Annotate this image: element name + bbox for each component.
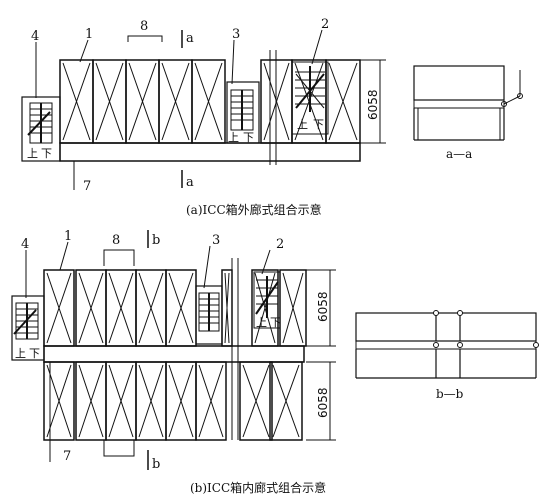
figure-b-plan: 上 下 上 下 b b	[11, 229, 336, 472]
section-mark-bottom-b: b	[152, 457, 160, 472]
stair-up-label-2: 上	[228, 131, 239, 144]
container-bay	[59, 59, 94, 144]
container-bay	[75, 269, 107, 347]
stair-down-label-2: 下	[243, 131, 254, 144]
section-mark-bottom-a: a	[186, 175, 194, 190]
callout-7-a: 7	[83, 179, 91, 194]
callout-2-b: 2	[276, 237, 284, 252]
stair-up-label-3: 上	[297, 118, 308, 131]
stair-left-a	[21, 96, 61, 162]
corridor-a	[59, 142, 361, 162]
callout-1-a: 1	[85, 27, 93, 42]
stair-down-label-b2: 下	[270, 316, 281, 329]
dimension-label-b-top: 6058	[316, 291, 330, 322]
section-view-b: b—b	[355, 310, 539, 401]
callout-4-a: 4	[31, 29, 39, 44]
stair-middle-a	[226, 81, 260, 144]
stair-down-label-3: 下	[313, 118, 324, 131]
container-bay	[165, 269, 197, 347]
section-label-b: b—b	[436, 387, 464, 401]
figure-a-plan: 上 下 上 下 上 下	[21, 17, 386, 194]
container-row-b-bottom	[43, 361, 303, 441]
stair-left-b	[11, 295, 45, 361]
container-bay	[135, 361, 167, 441]
section-view-a: a—a	[413, 65, 523, 161]
stair-down-label-b: 下	[29, 347, 40, 360]
callout-3-a: 3	[232, 27, 240, 42]
callout-4-b: 4	[21, 237, 29, 252]
section-mark-top-a: a	[186, 31, 194, 46]
stair-right-b	[253, 271, 281, 329]
stair-up-label: 上	[27, 147, 38, 160]
container-bay	[165, 361, 197, 441]
callout-7-b: 7	[63, 449, 71, 464]
stair-middle-b	[195, 285, 223, 345]
callout-8-b: 8	[112, 233, 120, 248]
container-bay	[158, 59, 193, 144]
stair-down-label: 下	[41, 147, 52, 160]
callout-1-b: 1	[64, 229, 72, 244]
stair-up-label-b2: 上	[256, 316, 267, 329]
container-bay	[105, 269, 137, 347]
container-bay	[92, 59, 127, 144]
callout-3-b: 3	[212, 233, 220, 248]
container-bay	[195, 361, 227, 441]
container-bay	[279, 269, 307, 347]
container-bay	[251, 269, 279, 347]
container-bay	[325, 59, 361, 144]
container-bay	[105, 361, 137, 441]
container-bay	[191, 59, 226, 144]
section-label-a: a—a	[446, 147, 472, 161]
stair-right-a	[291, 61, 329, 135]
container-bay	[43, 269, 75, 347]
container-bay	[239, 361, 273, 441]
callout-8-a: 8	[140, 19, 148, 34]
container-bay	[269, 361, 303, 441]
dimension-label-a: 6058	[366, 89, 380, 120]
caption-b: (b)ICC箱内廊式组合示意	[190, 480, 326, 495]
dimension-label-b-bottom: 6058	[316, 387, 330, 418]
section-mark-top-b: b	[152, 233, 160, 248]
container-bay	[221, 269, 233, 347]
callout-2-a: 2	[321, 17, 329, 32]
container-bay	[75, 361, 107, 441]
container-bay	[43, 361, 75, 441]
container-bay	[125, 59, 160, 144]
corridor-b	[43, 345, 305, 363]
stair-up-label-b: 上	[15, 347, 26, 360]
container-bay	[135, 269, 167, 347]
caption-a: (a)ICC箱外廊式组合示意	[186, 202, 322, 217]
